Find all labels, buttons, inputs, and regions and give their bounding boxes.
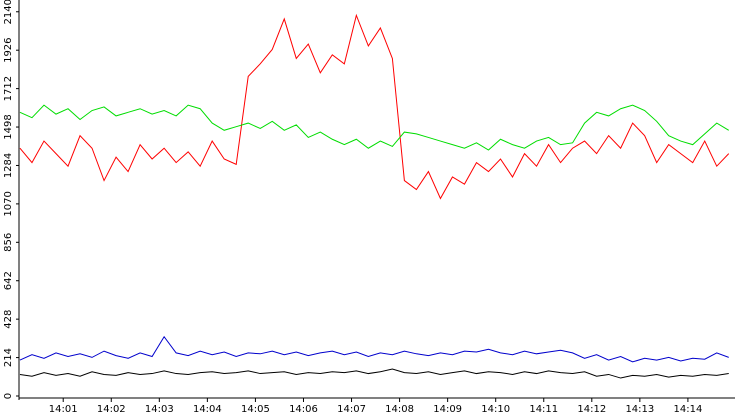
x-tick-label: 14:11 <box>529 404 558 415</box>
y-tick-label: 0 <box>3 393 14 399</box>
x-tick-label: 14:08 <box>385 404 414 415</box>
y-tick-label: 1070 <box>3 191 14 216</box>
x-tick-label: 14:12 <box>577 404 606 415</box>
x-tick-label: 14:02 <box>97 404 126 415</box>
y-tick-label: 428 <box>3 310 14 329</box>
x-tick-label: 14:13 <box>625 404 654 415</box>
y-tick-label: 1926 <box>3 37 14 62</box>
x-tick-label: 14:09 <box>433 404 462 415</box>
x-tick-label: 14:10 <box>481 404 510 415</box>
y-tick-label: 1284 <box>3 153 14 178</box>
y-tick-label: 642 <box>3 271 14 290</box>
series-line <box>19 13 730 200</box>
x-tick-label: 14:04 <box>193 404 222 415</box>
x-tick-label: 14:06 <box>289 404 318 415</box>
x-tick-label: 14:01 <box>49 404 78 415</box>
x-tick-label: 14:14 <box>673 404 702 415</box>
y-tick-label: 856 <box>3 233 14 252</box>
x-tick-label: 14:03 <box>145 404 174 415</box>
series-line <box>19 335 729 363</box>
series-line <box>19 368 729 379</box>
y-tick-label: 1712 <box>3 76 14 101</box>
y-tick-label: 1498 <box>3 114 14 139</box>
series-line <box>19 104 730 151</box>
y-tick-label: 2140 <box>3 0 14 24</box>
x-tick-label: 14:07 <box>337 404 366 415</box>
x-tick-label: 14:05 <box>241 404 270 415</box>
y-tick-label: 214 <box>3 348 14 367</box>
